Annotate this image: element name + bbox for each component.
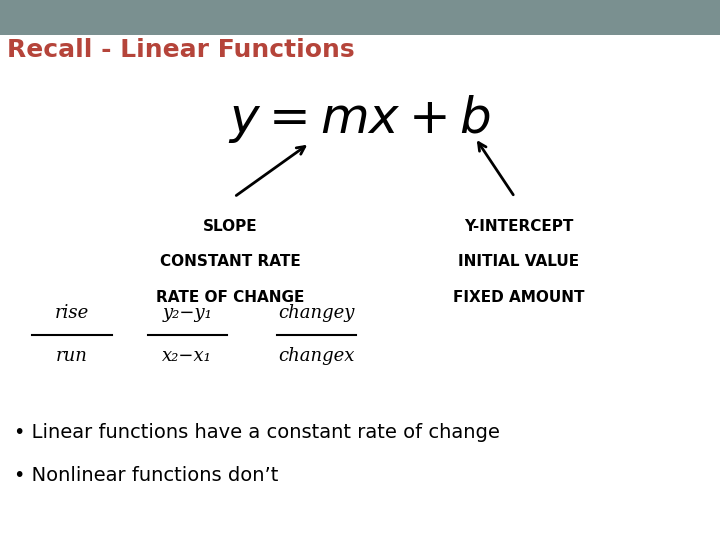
Text: Y-INTERCEPT: Y-INTERCEPT (464, 219, 573, 234)
Text: INITIAL VALUE: INITIAL VALUE (458, 254, 579, 269)
Text: $y = mx + b$: $y = mx + b$ (228, 93, 492, 145)
Text: changey: changey (279, 304, 355, 322)
Text: rise: rise (55, 304, 89, 322)
Text: FIXED AMOUNT: FIXED AMOUNT (453, 289, 584, 305)
Text: RATE OF CHANGE: RATE OF CHANGE (156, 289, 305, 305)
Text: • Linear functions have a constant rate of change: • Linear functions have a constant rate … (14, 422, 500, 442)
Text: SLOPE: SLOPE (203, 219, 258, 234)
Text: CONSTANT RATE: CONSTANT RATE (160, 254, 301, 269)
Text: y₂−y₁: y₂−y₁ (162, 304, 212, 322)
Text: changex: changex (279, 347, 355, 366)
Text: run: run (56, 347, 88, 366)
Text: Recall - Linear Functions: Recall - Linear Functions (7, 38, 355, 62)
Text: x₂−x₁: x₂−x₁ (162, 347, 212, 366)
Text: • Nonlinear functions don’t: • Nonlinear functions don’t (14, 465, 279, 485)
